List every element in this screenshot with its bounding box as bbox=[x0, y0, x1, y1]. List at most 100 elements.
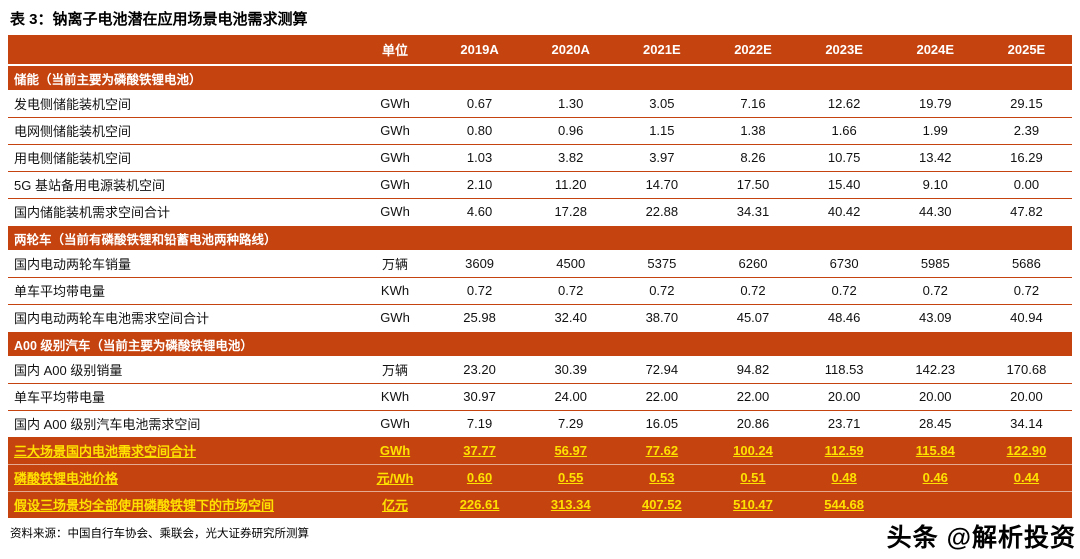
cell-value: 7.19 bbox=[434, 410, 526, 438]
cell-value: 47.82 bbox=[980, 198, 1072, 226]
cell-value: 313.34 bbox=[525, 491, 617, 518]
row-unit: GWh bbox=[356, 90, 434, 118]
cell-value: 170.68 bbox=[980, 356, 1072, 384]
summary-row: 磷酸铁锂电池价格 元/Wh 0.60 0.55 0.53 0.51 0.48 0.46 0.44 bbox=[8, 464, 1072, 492]
year-header-6: 2025E bbox=[980, 35, 1072, 65]
cell-value: 0.80 bbox=[434, 117, 526, 145]
cell-value: 20.00 bbox=[798, 383, 890, 411]
cell-value: 56.97 bbox=[525, 437, 617, 465]
row-unit: GWh bbox=[356, 117, 434, 145]
table-row: 发电侧储能装机空间 GWh 0.67 1.30 3.05 7.16 12.62 19.79 29… bbox=[8, 90, 1072, 118]
cell-value: 48.46 bbox=[798, 304, 890, 332]
cell-value: 43.09 bbox=[889, 304, 981, 332]
year-header-0: 2019A bbox=[434, 35, 526, 65]
cell-value: 0.46 bbox=[889, 464, 981, 492]
table-header: 单位 2019A 2020A 2021E 2022E 2023E 2024E 2025E bbox=[8, 35, 1072, 65]
cell-value: 25.98 bbox=[434, 304, 526, 332]
cell-value: 37.77 bbox=[434, 437, 526, 465]
cell-value: 24.00 bbox=[525, 383, 617, 411]
cell-value: 0.60 bbox=[434, 464, 526, 492]
cell-value: 0.44 bbox=[980, 464, 1072, 492]
cell-value: 7.16 bbox=[707, 90, 799, 118]
row-label: 国内电动两轮车销量 bbox=[8, 250, 356, 278]
watermark: 头条 @解析投资 bbox=[886, 524, 1076, 552]
cell-value bbox=[889, 491, 981, 518]
row-label: 磷酸铁锂电池价格 bbox=[8, 464, 356, 492]
cell-value: 13.42 bbox=[889, 144, 981, 172]
cell-value: 17.50 bbox=[707, 171, 799, 199]
row-label: 用电侧储能装机空间 bbox=[8, 144, 356, 172]
cell-value: 0.72 bbox=[889, 277, 981, 305]
row-unit: 万辆 bbox=[356, 356, 434, 384]
cell-value: 3.05 bbox=[616, 90, 708, 118]
row-label: 国内储能装机需求空间合计 bbox=[8, 198, 356, 226]
header-row: 单位 2019A 2020A 2021E 2022E 2023E 2024E 2025E bbox=[8, 35, 1072, 65]
cell-value: 1.66 bbox=[798, 117, 890, 145]
cell-value: 17.28 bbox=[525, 198, 617, 226]
cell-value: 0.00 bbox=[980, 171, 1072, 199]
cell-value: 115.84 bbox=[889, 437, 981, 465]
cell-value: 14.70 bbox=[616, 171, 708, 199]
cell-value: 226.61 bbox=[434, 491, 526, 518]
cell-value: 5985 bbox=[889, 250, 981, 278]
table-row: 单车平均带电量 KWh 30.97 24.00 22.00 22.00 20.00 20.00… bbox=[8, 383, 1072, 411]
year-header-2: 2021E bbox=[616, 35, 708, 65]
cell-value: 4.60 bbox=[434, 198, 526, 226]
cell-value: 22.00 bbox=[616, 383, 708, 411]
row-label: 发电侧储能装机空间 bbox=[8, 90, 356, 118]
row-label: 单车平均带电量 bbox=[8, 383, 356, 411]
row-label: 假设三场景均全部使用磷酸铁锂下的市场空间 bbox=[8, 491, 356, 518]
cell-value: 544.68 bbox=[798, 491, 890, 518]
cell-value: 16.05 bbox=[616, 410, 708, 438]
cell-value: 142.23 bbox=[889, 356, 981, 384]
cell-value: 12.62 bbox=[798, 90, 890, 118]
source-note: 资料来源：中国自行车协会、乘联会，光大证券研究所测算 bbox=[10, 528, 309, 540]
cell-value: 3.97 bbox=[616, 144, 708, 172]
row-label: 电网侧储能装机空间 bbox=[8, 117, 356, 145]
cell-value: 5686 bbox=[980, 250, 1072, 278]
table-row: 国内电动两轮车销量 万辆 3609 4500 5375 6260 6730 5985 5686 bbox=[8, 250, 1072, 278]
section-row: 两轮车（当前有磷酸铁锂和铅蓄电池两种路线） bbox=[8, 224, 1072, 250]
cell-value: 0.96 bbox=[525, 117, 617, 145]
unit-column-header: 单位 bbox=[356, 35, 434, 65]
table-row: 国内电动两轮车电池需求空间合计 GWh 25.98 32.40 38.70 45.07 48… bbox=[8, 304, 1072, 332]
cell-value: 20.00 bbox=[980, 383, 1072, 411]
table-row: 用电侧储能装机空间 GWh 1.03 3.82 3.97 8.26 10.75 13.42 16… bbox=[8, 144, 1072, 172]
cell-value: 29.15 bbox=[980, 90, 1072, 118]
cell-value: 40.94 bbox=[980, 304, 1072, 332]
cell-value: 8.26 bbox=[707, 144, 799, 172]
cell-value: 1.38 bbox=[707, 117, 799, 145]
section-row: 储能（当前主要为磷酸铁锂电池） bbox=[8, 64, 1072, 90]
year-header-3: 2022E bbox=[707, 35, 799, 65]
cell-value: 0.67 bbox=[434, 90, 526, 118]
cell-value: 0.72 bbox=[434, 277, 526, 305]
cell-value: 34.14 bbox=[980, 410, 1072, 438]
row-unit: GWh bbox=[356, 171, 434, 199]
cell-value: 0.55 bbox=[525, 464, 617, 492]
cell-value: 1.30 bbox=[525, 90, 617, 118]
row-label: 国内电动两轮车电池需求空间合计 bbox=[8, 304, 356, 332]
battery-demand-table: 单位 2019A 2020A 2021E 2022E 2023E 2024E 2025E 储能… bbox=[8, 35, 1072, 518]
cell-value: 38.70 bbox=[616, 304, 708, 332]
year-header-1: 2020A bbox=[525, 35, 617, 65]
cell-value: 122.90 bbox=[980, 437, 1072, 465]
year-header-4: 2023E bbox=[798, 35, 890, 65]
table-row: 国内储能装机需求空间合计 GWh 4.60 17.28 22.88 34.31 40.42 4… bbox=[8, 198, 1072, 226]
cell-value: 20.00 bbox=[889, 383, 981, 411]
cell-value: 2.10 bbox=[434, 171, 526, 199]
cell-value: 6260 bbox=[707, 250, 799, 278]
cell-value: 34.31 bbox=[707, 198, 799, 226]
row-unit: GWh bbox=[356, 198, 434, 226]
cell-value: 15.40 bbox=[798, 171, 890, 199]
table-body: 储能（当前主要为磷酸铁锂电池） 发电侧储能装机空间 GWh 0.67 1.30 3.05 7… bbox=[8, 64, 1072, 518]
cell-value: 0.72 bbox=[980, 277, 1072, 305]
cell-value: 118.53 bbox=[798, 356, 890, 384]
row-unit: 亿元 bbox=[356, 491, 434, 518]
cell-value: 0.53 bbox=[616, 464, 708, 492]
row-unit: GWh bbox=[356, 304, 434, 332]
cell-value: 3609 bbox=[434, 250, 526, 278]
cell-value bbox=[980, 491, 1072, 518]
cell-value: 19.79 bbox=[889, 90, 981, 118]
table-row: 国内 A00 级别汽车电池需求空间 GWh 7.19 7.29 16.05 20.86 23… bbox=[8, 410, 1072, 438]
